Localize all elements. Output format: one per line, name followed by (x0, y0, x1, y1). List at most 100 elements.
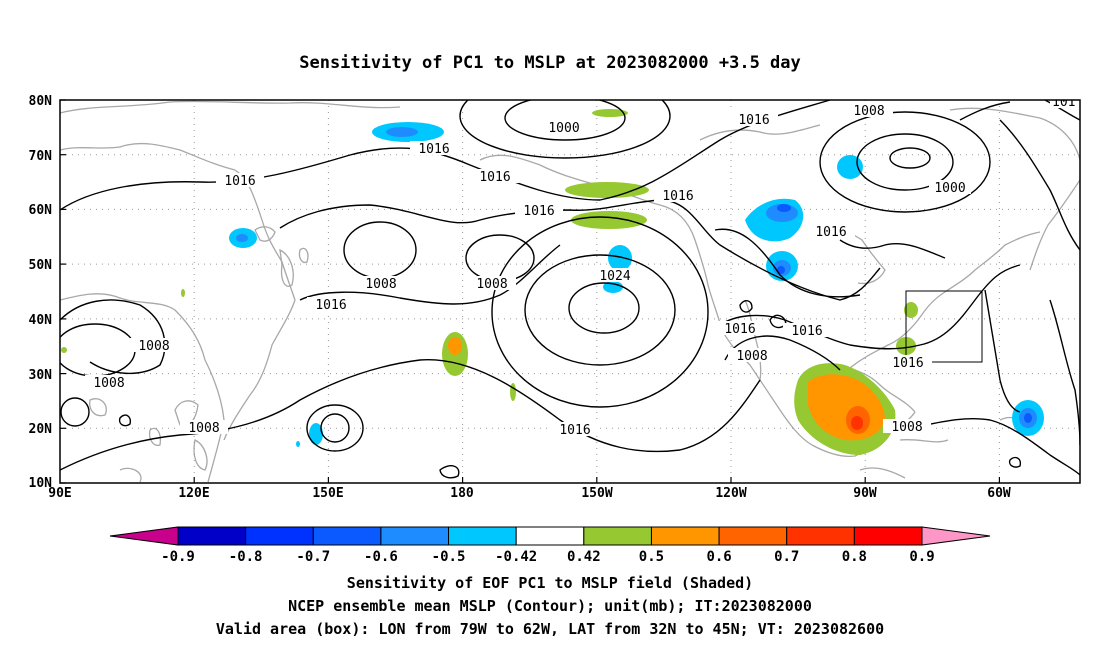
lat-label: 50N (29, 258, 53, 273)
footer-line-3: Valid area (box): LON from 79W to 62W, L… (216, 620, 884, 638)
lon-label: 90E (48, 486, 71, 501)
colorbar-swatch (177, 526, 247, 546)
colorbar-swatch (650, 526, 720, 546)
map-frame (59, 99, 1081, 484)
contour-label-1016-japan: 1016 (315, 298, 346, 313)
contour-label-1016-canada: 1016 (815, 225, 846, 240)
contour-label-1024-high: 1024 (599, 269, 630, 284)
contour-label-1008-china: 1008 (138, 339, 169, 354)
negative-sensitivity-patch (603, 281, 623, 293)
contour-label-1000-north-pacific: 1000 (548, 121, 579, 136)
lat-label: 20N (29, 422, 53, 437)
colorbar-swatch (312, 526, 382, 546)
contour-label-1016-alaska: 1016 (662, 189, 693, 204)
positive-sensitivity-patch (61, 347, 67, 353)
contour-label-1016-east-coast: 1016 (892, 356, 923, 371)
contour-label-1008-mexico: 1008 (736, 349, 767, 364)
positive-sensitivity-patch (448, 337, 462, 355)
colorbar-tick-label: -0.9 (161, 549, 195, 565)
lat-label: 60N (29, 203, 53, 218)
mslp-contours (60, 100, 1080, 479)
colorbar-tick-label: 0.5 (639, 549, 664, 565)
negative-sensitivity-patch (837, 155, 863, 179)
colorbar-min-arrow (109, 526, 179, 546)
negative-sensitivity-patch (309, 423, 323, 445)
colorbar-tick-label: 0.6 (706, 549, 731, 565)
contour-label-1008-pacific-central: 1008 (476, 277, 507, 292)
sensitivity-shading (61, 109, 1044, 455)
lon-label: 60W (987, 486, 1011, 501)
negative-sensitivity-patch (1024, 413, 1032, 423)
contour-label-1016-bering: 1016 (418, 142, 449, 157)
positive-sensitivity-patch (592, 109, 628, 117)
positive-sensitivity-patch (904, 302, 918, 318)
colorbar-tick-label: 0.42 (567, 549, 601, 565)
colorbar: -0.9 -0.8 -0.7 -0.6 -0.5 -0.42 0.42 0.5 0.6 0.7 0.… (109, 526, 991, 565)
colorbar-tick-label: -0.7 (296, 549, 330, 565)
map-panel: 1000 1000 1008 1008 1008 1008 1008 1008 … (60, 95, 1080, 483)
lat-label: 80N (29, 94, 53, 109)
colorbar-tick-label: 0.7 (774, 549, 799, 565)
lon-label: 150W (581, 486, 612, 501)
contour-label-1008-arctic: 1008 (853, 104, 884, 119)
colorbar-swatch (245, 526, 314, 546)
colorbar-tick-label: -0.8 (229, 549, 263, 565)
colorbar-swatch (853, 526, 923, 546)
lon-label: 120E (178, 486, 209, 501)
lon-label: 120W (715, 486, 746, 501)
colorbar-tick-label: -0.6 (364, 549, 398, 565)
contour-label-1008-pacific-west: 1008 (365, 277, 396, 292)
colorbar-swatch (718, 526, 788, 546)
negative-sensitivity-patch (386, 127, 418, 137)
latitude-labels: 80N 70N 60N 50N 40N 30N 20N 10N (29, 94, 53, 491)
coastlines (60, 100, 1080, 483)
lon-label: 180 (450, 486, 474, 501)
colorbar-tick-label: 0.8 (842, 549, 867, 565)
colorbar-max-arrow (921, 526, 991, 546)
contour-label-partial-corner: 101 (1052, 95, 1075, 110)
positive-sensitivity-patch (571, 211, 647, 229)
contour-labels: 1000 1000 1008 1008 1008 1008 1008 1008 … (85, 95, 1080, 438)
contour-label-1016-gulf-of-alaska: 1016 (523, 204, 554, 219)
contour-label-1000-canada: 1000 (934, 181, 965, 196)
contour-label-1008-india: 1008 (93, 376, 124, 391)
valid-area-box (905, 290, 983, 363)
contour-label-1016-subtropical: 1016 (559, 423, 590, 438)
contour-label-1016-siberia: 1016 (224, 174, 255, 189)
negative-sensitivity-patch (777, 266, 785, 274)
contour-label-1016-arctic: 1016 (738, 113, 769, 128)
figure-title: Sensitivity of PC1 to MSLP at 2023082000… (299, 53, 801, 73)
negative-sensitivity-patch (236, 234, 248, 242)
colorbar-tick-label: 0.9 (909, 549, 934, 565)
colorbar-swatch (583, 526, 652, 546)
colorbar-swatch (515, 526, 585, 546)
colorbar-tick-label: -0.5 (432, 549, 466, 565)
positive-sensitivity-patch (565, 182, 649, 198)
contour-label-1016-north-pacific: 1016 (479, 170, 510, 185)
positive-sensitivity-patch (181, 289, 185, 297)
negative-sensitivity-patch (296, 441, 300, 447)
lat-label: 30N (29, 368, 53, 383)
colorbar-swatch (380, 526, 450, 546)
negative-sensitivity-patch (608, 245, 632, 271)
axis-ticks (60, 99, 1001, 484)
contour-label-1008-caribbean: 1008 (891, 420, 922, 435)
lat-label: 70N (29, 149, 53, 164)
footer-line-1: Sensitivity of EOF PC1 to MSLP field (Sh… (347, 574, 753, 592)
lat-label: 10N (29, 476, 53, 491)
colorbar-swatch (448, 526, 517, 546)
footer-line-2: NCEP ensemble mean MSLP (Contour); unit(… (288, 597, 812, 615)
contour-label-1016-plains: 1016 (791, 324, 822, 339)
lat-label: 40N (29, 313, 53, 328)
lon-label: 90W (853, 486, 877, 501)
longitude-labels: 90E 120E 150E 180 150W 120W 90W 60W (48, 486, 1011, 501)
colorbar-tick-label: -0.42 (495, 549, 537, 565)
positive-sensitivity-patch (851, 416, 863, 430)
negative-sensitivity-patch (777, 204, 791, 212)
contour-label-1016-california: 1016 (724, 322, 755, 337)
colorbar-swatch (786, 526, 855, 546)
positive-sensitivity-patch (510, 383, 516, 401)
lon-label: 150E (312, 486, 343, 501)
contour-label-1008-south-china-sea: 1008 (188, 421, 219, 436)
